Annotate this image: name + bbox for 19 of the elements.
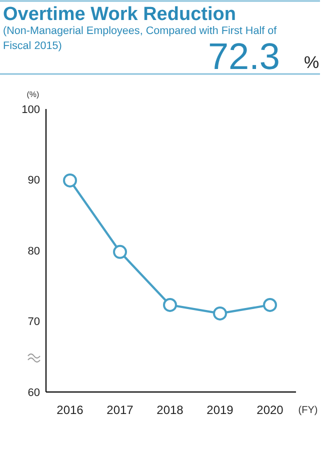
y-tick-label: 100 — [22, 104, 40, 116]
point — [113, 244, 127, 259]
x-tick-label: 2019 — [206, 403, 234, 417]
y-tick-label: 70 — [28, 316, 40, 328]
y-tick-label: 90 — [28, 174, 40, 187]
point — [263, 298, 277, 312]
y-axis-title: (%) — [26, 90, 40, 99]
x-tick-label: 2017 — [106, 403, 134, 417]
chart-title: Overtime Work Reduction — [3, 4, 236, 25]
point — [63, 173, 77, 188]
y-tick-label: 60 — [28, 386, 40, 399]
x-axis-title: (FY) — [298, 405, 318, 416]
x-tick-label: 2016 — [56, 403, 84, 417]
text: % — [304, 53, 320, 72]
x-tick-label: 2018 — [156, 403, 184, 417]
point — [213, 306, 227, 320]
x-tick-label: 2020 — [256, 403, 284, 417]
y-tick-label: 80 — [28, 245, 40, 258]
point — [163, 298, 177, 312]
